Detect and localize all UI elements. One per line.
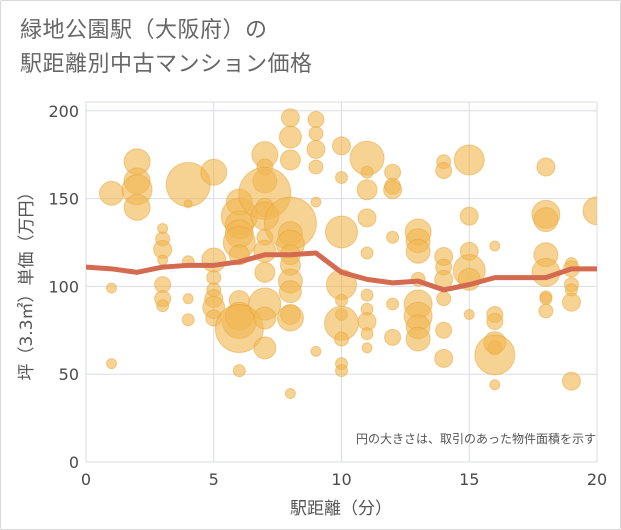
data-bubble: [284, 388, 296, 400]
data-bubble: [123, 193, 151, 221]
data-bubble: [360, 246, 374, 260]
x-axis-title: 駅距離（分）: [290, 499, 392, 519]
data-bubble: [386, 230, 400, 244]
data-bubble: [157, 254, 169, 266]
data-bubble: [536, 157, 556, 177]
data-bubble: [561, 371, 581, 391]
trend-line: [86, 250, 597, 293]
data-bubble: [538, 303, 554, 319]
data-bubble: [253, 336, 277, 360]
data-bubble: [405, 238, 431, 264]
data-bubble: [306, 139, 326, 159]
x-tick-label: 20: [587, 470, 607, 489]
x-tick-label: 15: [459, 470, 479, 489]
x-tick-label: 5: [209, 470, 219, 489]
data-bubble: [325, 215, 358, 249]
data-bubble: [383, 180, 403, 200]
data-bubble: [253, 306, 277, 330]
data-bubble: [308, 159, 324, 175]
data-bubble: [356, 179, 378, 201]
data-bubble: [310, 345, 322, 357]
data-bubble: [335, 293, 348, 307]
data-bubble: [310, 196, 322, 208]
data-bubble: [279, 149, 301, 171]
data-bubble: [582, 196, 597, 226]
data-bubble: [489, 379, 501, 391]
data-bubble: [280, 108, 300, 128]
data-bubble: [278, 280, 302, 304]
data-bubble: [335, 171, 348, 185]
x-tick-label: 0: [81, 470, 91, 489]
data-bubble: [332, 136, 351, 156]
data-bubble: [334, 331, 349, 347]
data-bubble: [539, 292, 553, 306]
chart-title: 緑地公園駅（大阪府）の 駅距離別中古マンション価格: [20, 14, 313, 82]
data-bubble: [99, 180, 125, 206]
y-tick-label: 50: [59, 365, 79, 384]
data-bubble: [308, 126, 324, 142]
data-bubble: [361, 342, 373, 354]
data-bubble: [254, 261, 276, 283]
data-bubble: [463, 308, 475, 320]
data-bubble: [435, 161, 453, 179]
data-bubble: [360, 165, 374, 179]
data-bubble: [405, 326, 431, 352]
plot-border: [85, 101, 598, 463]
x-tick-label: 10: [331, 470, 351, 489]
y-axis-title: 坪（3.3㎡）単価（万円）: [17, 183, 37, 380]
data-bubble: [106, 282, 118, 294]
data-bubble: [357, 208, 377, 228]
chart-title-line-2: 駅距離別中古マンション価格: [20, 52, 313, 77]
data-bubble: [106, 358, 118, 370]
chart-title-line-1: 緑地公園駅（大阪府）の: [20, 18, 268, 43]
data-bubble: [278, 125, 302, 149]
data-bubble: [182, 293, 194, 305]
data-bubble: [386, 297, 400, 311]
data-bubble: [453, 144, 485, 176]
data-bubble: [360, 288, 374, 302]
y-tick-label: 0: [69, 453, 79, 472]
data-bubble: [561, 292, 581, 312]
data-bubble: [276, 304, 304, 332]
data-bubble: [489, 240, 501, 252]
data-bubble: [335, 364, 348, 378]
size-legend-note: 円の大きさは、取引のあった物件面積を示す: [356, 431, 596, 446]
trend-line-group: [86, 250, 597, 293]
data-bubble: [434, 348, 454, 368]
y-tick-label: 100: [48, 277, 79, 296]
data-bubble: [156, 299, 170, 313]
data-bubble: [435, 321, 453, 339]
data-bubble: [183, 199, 193, 209]
data-bubble: [459, 206, 479, 226]
data-bubble: [486, 313, 504, 331]
data-bubble: [181, 313, 195, 327]
data-bubble: [384, 328, 402, 346]
data-bubble: [360, 327, 374, 341]
data-bubble: [200, 158, 228, 186]
data-bubble: [201, 247, 227, 273]
data-bubble: [436, 291, 452, 307]
data-bubble: [533, 207, 559, 233]
y-tick-label: 150: [48, 190, 79, 209]
y-tick-label: 200: [48, 102, 79, 121]
data-bubble: [307, 111, 325, 129]
bubbles: [99, 108, 597, 400]
data-bubble: [474, 334, 516, 376]
data-bubble: [232, 364, 246, 378]
